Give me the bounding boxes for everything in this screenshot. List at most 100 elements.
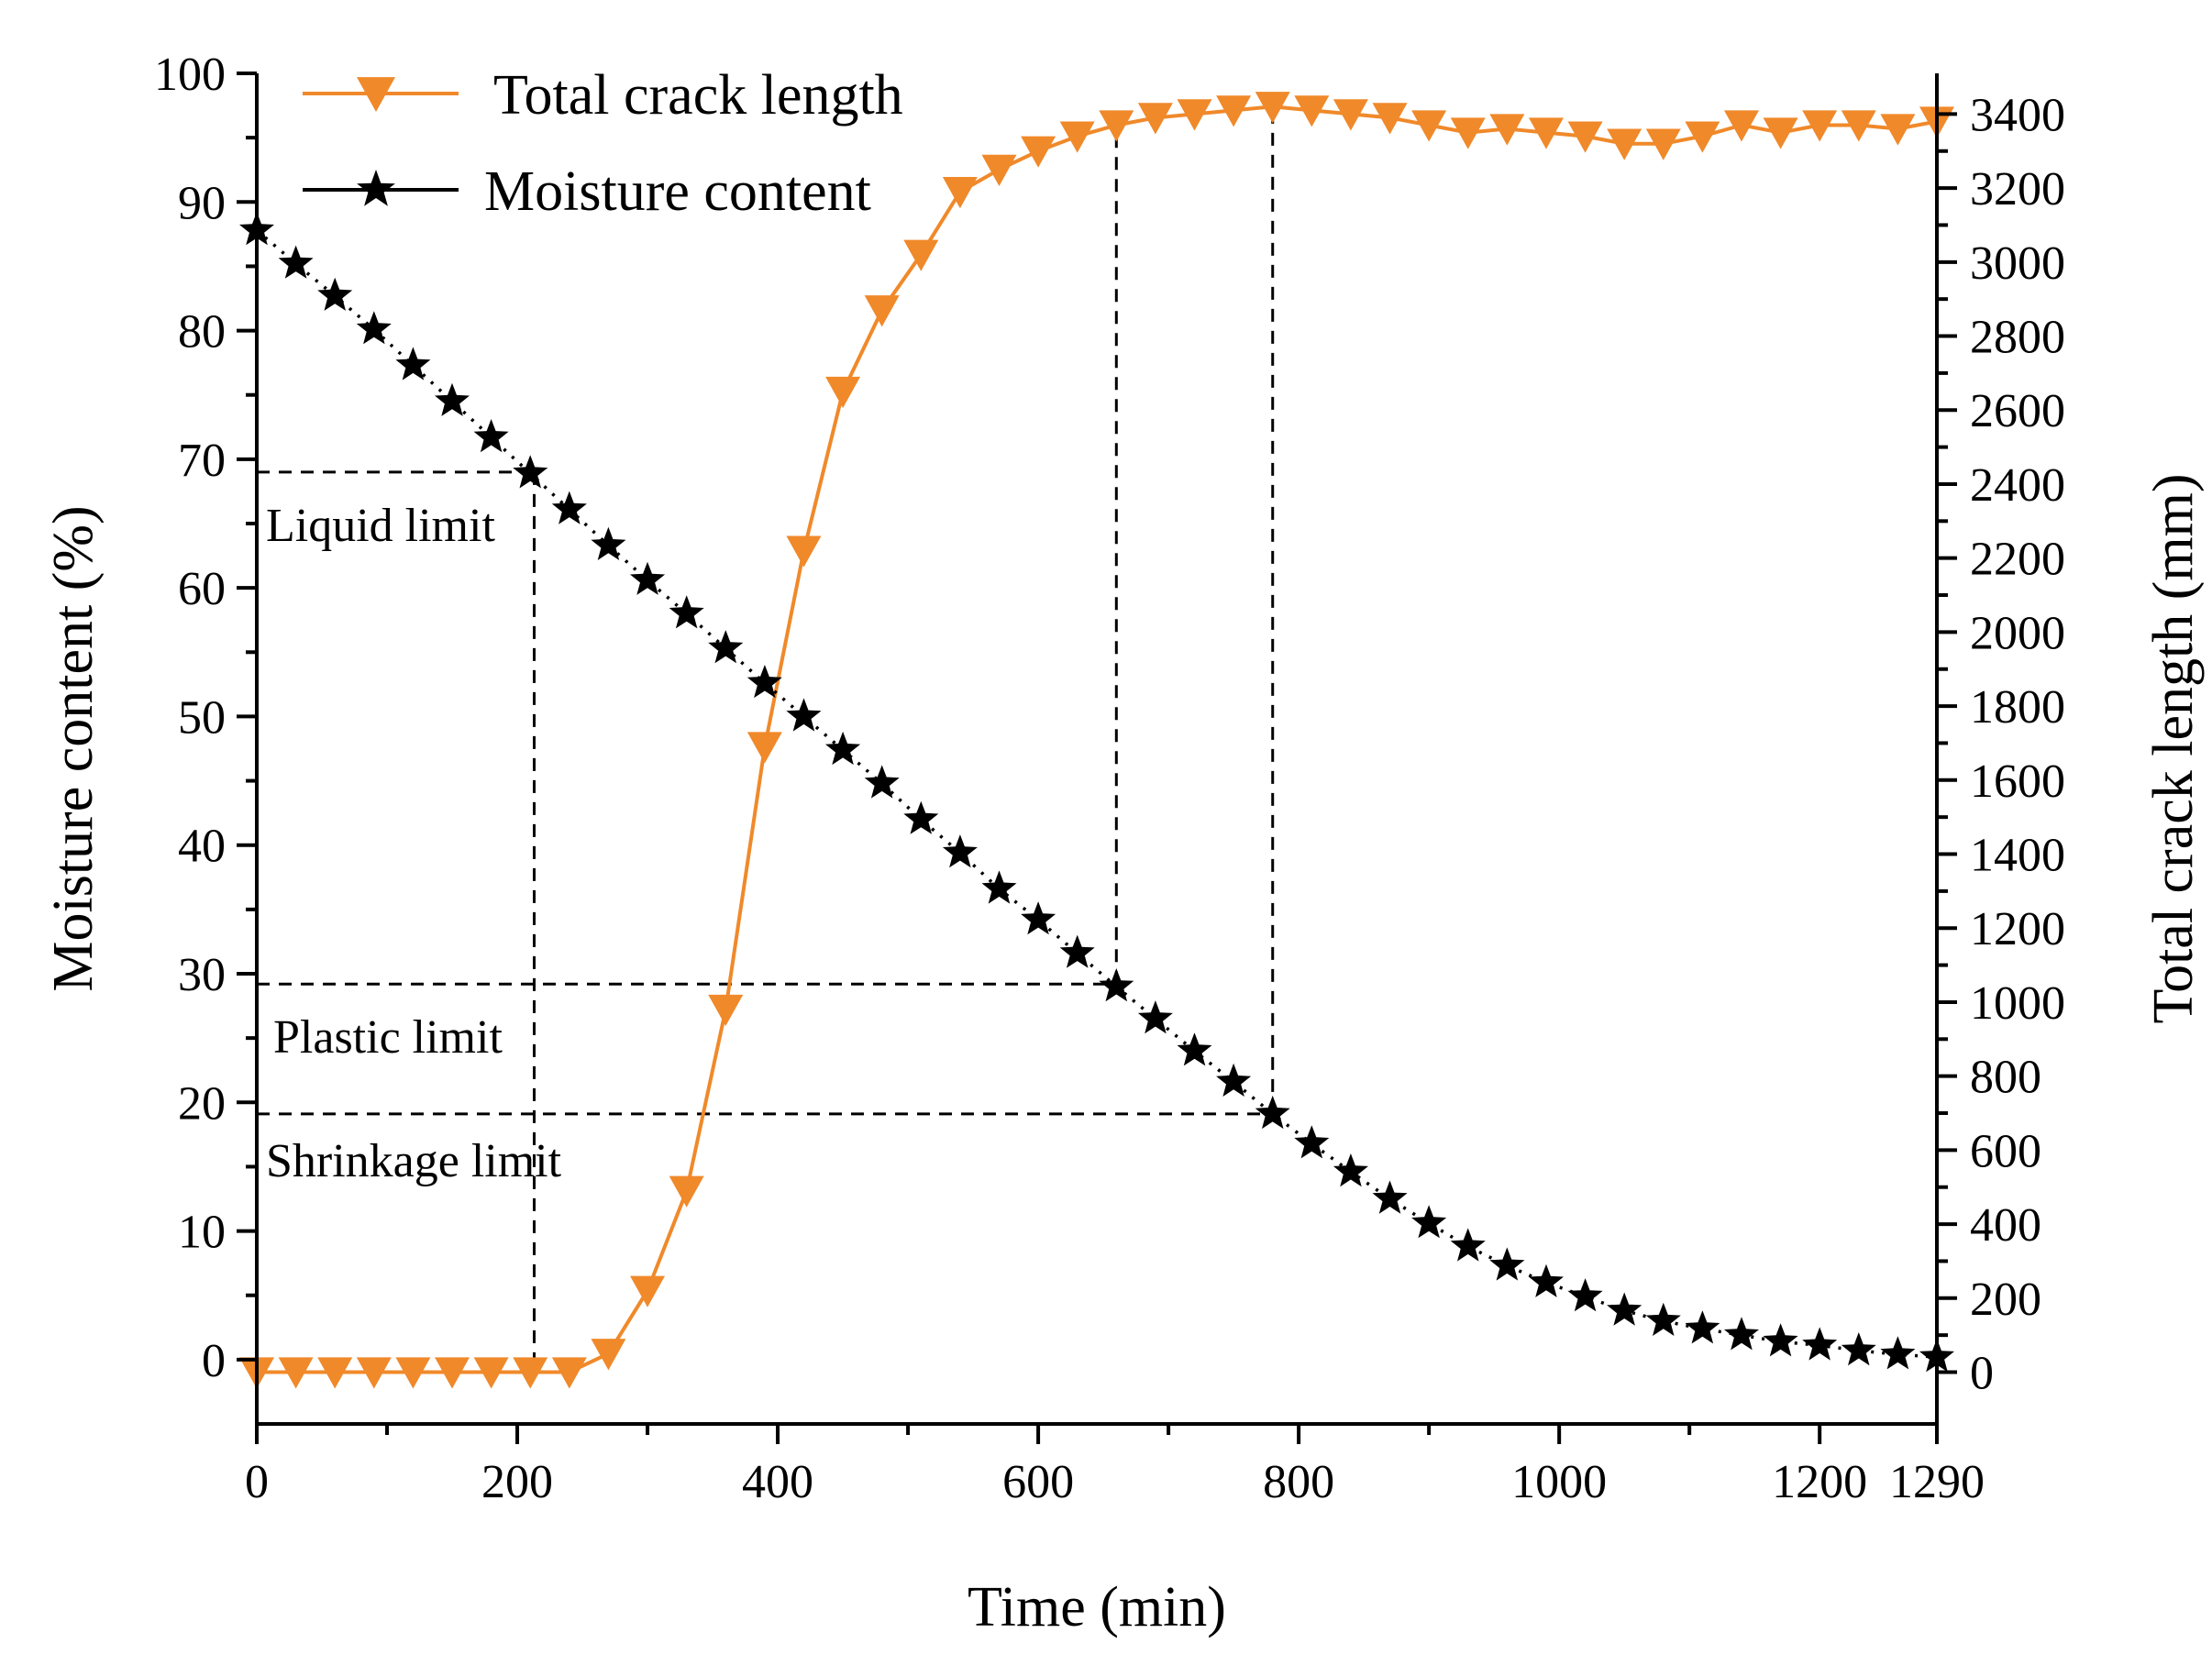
y-right-tick-label: 1600 [1970, 756, 2065, 808]
moisture-point [1411, 1205, 1447, 1239]
legend-label-crack-length: Total crack length [493, 64, 903, 127]
crack-length-point [903, 239, 939, 271]
moisture-point [435, 382, 470, 416]
y-right-tick-label: 2600 [1970, 385, 2065, 437]
crack-length-point [1645, 128, 1681, 160]
crack-length-point [1411, 110, 1447, 142]
crack-length-point [747, 732, 782, 764]
crack-length-point [317, 1357, 353, 1389]
moisture-point [1567, 1278, 1603, 1312]
moisture-point [356, 311, 392, 345]
x-tick-label: 0 [245, 1456, 269, 1508]
y-right-tick-label: 400 [1970, 1199, 2041, 1252]
moisture-point [708, 630, 744, 664]
moisture-point [473, 419, 509, 453]
y-left-axis-title: Moisture content (%) [42, 505, 105, 991]
crack-length-point [1841, 110, 1876, 142]
y-right-tick-label: 1200 [1970, 903, 2065, 955]
legend-marker-crack-length [357, 77, 395, 112]
moisture-point [1099, 968, 1134, 1002]
y-left-tick-label: 60 [178, 563, 226, 615]
x-tick-label: 1200 [1772, 1456, 1867, 1508]
crack-length-point [1059, 121, 1095, 153]
y-right-tick-label: 0 [1970, 1348, 1994, 1400]
moisture-point [1333, 1153, 1368, 1187]
moisture-point [1802, 1327, 1838, 1361]
crack-length-point [551, 1357, 587, 1389]
moisture-point [591, 526, 626, 560]
crack-length-point [513, 1357, 548, 1389]
y-right-tick-label: 3400 [1970, 89, 2065, 141]
y-left-tick-label: 20 [178, 1077, 226, 1130]
crack-length-point [591, 1339, 626, 1371]
y-right-tick-label: 1800 [1970, 681, 2065, 734]
crack-length-point [1099, 110, 1134, 142]
moisture-point [1177, 1032, 1212, 1066]
moisture-point [1724, 1317, 1759, 1351]
text-layer: Liquid limit Plastic limit Shrinkage limit… [42, 49, 2205, 1638]
crack-length-point [1255, 92, 1290, 124]
crack-length-point [630, 1275, 666, 1307]
y-right-axis-title: Total crack length (mm) [2142, 474, 2205, 1024]
y-right-tick-label: 2200 [1970, 534, 2065, 586]
crack-length-point [435, 1357, 470, 1389]
y-left-tick-label: 50 [178, 691, 226, 744]
crack-length-point [1763, 117, 1798, 149]
y-right-tick-label: 1000 [1970, 977, 2065, 1030]
y-right-tick-label: 2400 [1970, 459, 2065, 512]
y-left-tick-label: 10 [178, 1207, 226, 1259]
axes-layer [237, 72, 1957, 1444]
moisture-point [864, 765, 900, 799]
crack-length-point [1450, 117, 1486, 149]
y-right-tick-label: 2000 [1970, 607, 2065, 659]
crack-length-point [1177, 99, 1212, 131]
annotation-label: Shrinkage limit [266, 1135, 562, 1187]
moisture-point [1216, 1063, 1252, 1097]
crack-length-point [708, 994, 744, 1027]
y-left-tick-label: 80 [178, 306, 226, 359]
y-right-tick-label: 800 [1970, 1052, 2041, 1104]
crack-length-point [942, 176, 978, 209]
crack-length-point [1607, 128, 1642, 160]
moisture-point [981, 870, 1017, 904]
crack-length-point [981, 154, 1017, 186]
series-line-moisture-content [255, 228, 1938, 1359]
x-tick-label: 600 [1002, 1456, 1074, 1508]
crack-length-point [395, 1357, 431, 1389]
crack-length-point [1489, 114, 1525, 146]
moisture-point [786, 698, 822, 732]
y-left-tick-label: 0 [202, 1335, 226, 1387]
y-left-tick-label: 30 [178, 949, 226, 1001]
annotation-label: Plastic limit [273, 1011, 503, 1064]
moisture-point [1763, 1323, 1798, 1357]
moisture-point [278, 245, 314, 279]
crack-length-point [1723, 110, 1759, 142]
moisture-point [1137, 1000, 1173, 1034]
moisture-point [1607, 1292, 1642, 1326]
moisture-point [1685, 1310, 1720, 1344]
x-axis-title: Time (min) [968, 1576, 1226, 1638]
legend-label-moisture: Moisture content [484, 160, 871, 223]
legend-marker-moisture [357, 170, 395, 206]
x-tick-label: 800 [1263, 1456, 1334, 1508]
series-layer [239, 92, 1954, 1389]
x-tick-label: 400 [742, 1456, 813, 1508]
legend: Total crack length Moisture content [303, 64, 903, 223]
crack-length-point [1880, 114, 1916, 146]
y-right-tick-label: 3200 [1970, 163, 2065, 215]
y-left-tick-label: 40 [178, 821, 226, 873]
y-right-tick-label: 2800 [1970, 312, 2065, 364]
y-right-tick-label: 3000 [1970, 237, 2065, 290]
crack-length-point [1216, 95, 1252, 127]
x-tick-label: 1000 [1511, 1456, 1607, 1508]
moisture-point [669, 595, 704, 629]
moisture-point [942, 834, 978, 868]
moisture-point [317, 277, 353, 311]
y-left-tick-label: 90 [178, 177, 226, 229]
moisture-point [1021, 901, 1056, 935]
crack-length-point [1333, 99, 1368, 131]
crack-length-point [1294, 95, 1330, 127]
y-right-tick-label: 600 [1970, 1125, 2041, 1177]
moisture-point [395, 347, 431, 381]
